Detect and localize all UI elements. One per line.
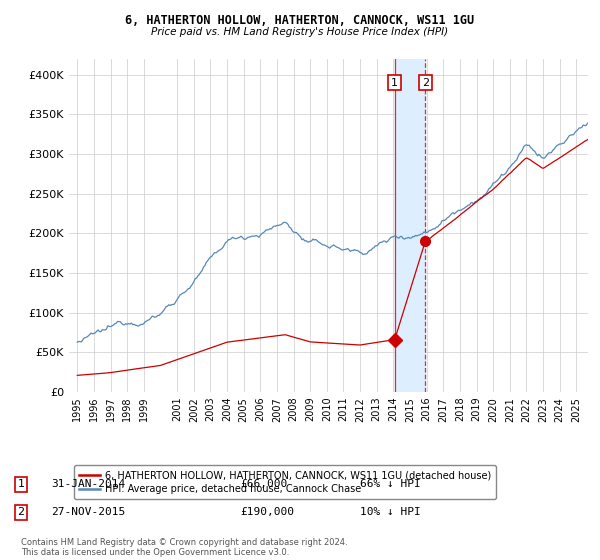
Text: 6, HATHERTON HOLLOW, HATHERTON, CANNOCK, WS11 1GU: 6, HATHERTON HOLLOW, HATHERTON, CANNOCK,… [125, 14, 475, 27]
Text: 10% ↓ HPI: 10% ↓ HPI [360, 507, 421, 517]
Legend: 6, HATHERTON HOLLOW, HATHERTON, CANNOCK, WS11 1GU (detached house), HPI: Average: 6, HATHERTON HOLLOW, HATHERTON, CANNOCK,… [74, 465, 496, 499]
Text: 1: 1 [391, 78, 398, 87]
Text: £66,000: £66,000 [240, 479, 287, 489]
Text: 66% ↓ HPI: 66% ↓ HPI [360, 479, 421, 489]
Text: 27-NOV-2015: 27-NOV-2015 [51, 507, 125, 517]
Text: 1: 1 [17, 479, 25, 489]
Text: 2: 2 [17, 507, 25, 517]
Text: Price paid vs. HM Land Registry's House Price Index (HPI): Price paid vs. HM Land Registry's House … [151, 27, 449, 37]
Text: 31-JAN-2014: 31-JAN-2014 [51, 479, 125, 489]
Text: 2: 2 [422, 78, 429, 87]
Text: Contains HM Land Registry data © Crown copyright and database right 2024.
This d: Contains HM Land Registry data © Crown c… [21, 538, 347, 557]
Text: £190,000: £190,000 [240, 507, 294, 517]
Bar [395, 59, 425, 392]
